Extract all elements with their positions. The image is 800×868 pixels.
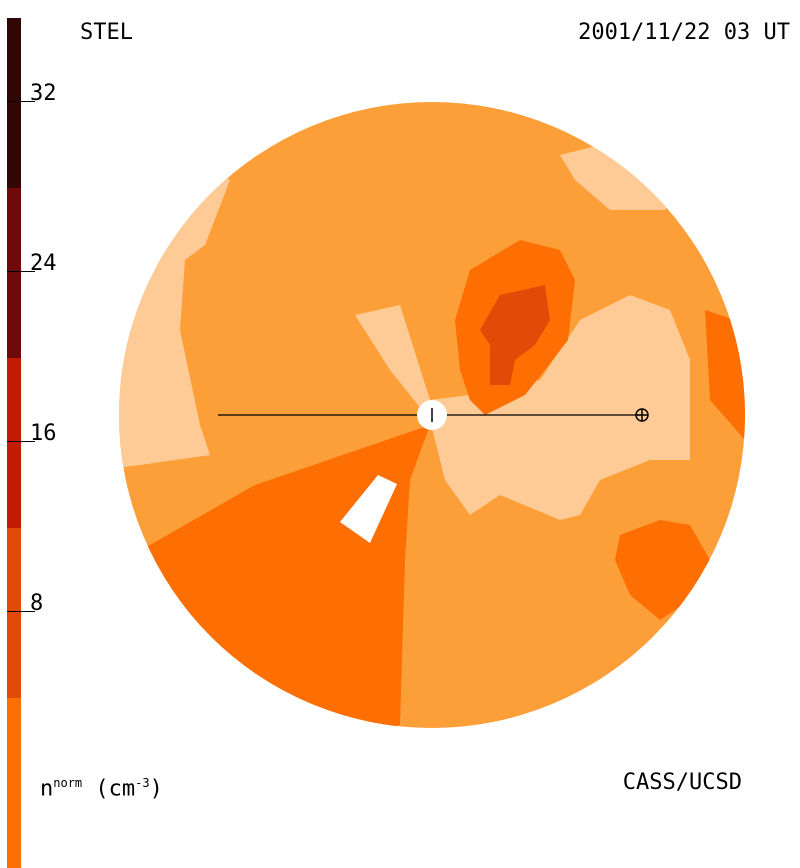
density-level-4-region bbox=[480, 285, 550, 385]
density-level-1-region bbox=[355, 295, 690, 520]
timestamp-label: 2001/11/22 03 UT bbox=[578, 20, 790, 45]
density-disk-svg bbox=[119, 102, 745, 728]
colorbar-segment bbox=[7, 18, 21, 188]
units-super: norm bbox=[53, 776, 83, 790]
units-main: n bbox=[40, 776, 54, 802]
colorbar-tick bbox=[7, 611, 35, 612]
earth-icon bbox=[635, 408, 649, 422]
colorbar-tick-label: 8 bbox=[30, 591, 44, 616]
units-close: ) bbox=[149, 776, 163, 802]
instrument-label: STEL bbox=[80, 20, 133, 45]
colorbar-segment bbox=[7, 188, 21, 358]
colorbar-segment bbox=[7, 358, 21, 528]
density-level-3-region bbox=[615, 520, 710, 620]
units-paren: (cm bbox=[95, 776, 136, 802]
colorbar-tick bbox=[7, 101, 35, 102]
density-map: 32 24 16 8 STEL 2001/11/22 03 UT nnorm (… bbox=[7, 18, 790, 868]
colorbar-tick-label: 32 bbox=[30, 81, 57, 106]
density-level-3-region bbox=[705, 310, 745, 450]
colorbar-tick-label: 24 bbox=[30, 251, 57, 276]
colorbar-tick bbox=[7, 441, 35, 442]
data-gap-region bbox=[340, 475, 397, 543]
colorbar-tick-label: 16 bbox=[30, 421, 57, 446]
credit-label: CASS/UCSD bbox=[622, 770, 742, 795]
colorbar-tick bbox=[7, 271, 35, 272]
colorbar-segment bbox=[7, 528, 21, 698]
units-label: nnorm (cm-3) bbox=[40, 772, 163, 800]
units-exp: -3 bbox=[135, 776, 150, 790]
